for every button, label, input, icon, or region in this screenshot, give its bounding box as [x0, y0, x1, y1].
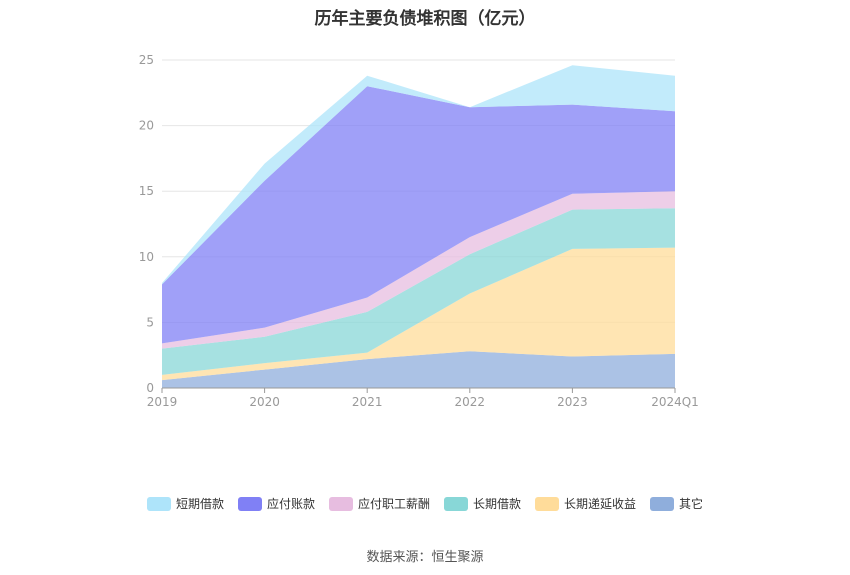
y-tick-label: 25 — [139, 53, 154, 67]
x-tick-label: 2024Q1 — [651, 395, 699, 409]
legend-label: 长期借款 — [473, 497, 522, 511]
chart-title: 历年主要负债堆积图（亿元） — [314, 9, 536, 29]
legend-swatch — [650, 496, 675, 511]
area-series-4 — [162, 86, 675, 344]
x-tick-label: 2023 — [557, 395, 588, 409]
area-series-1 — [162, 247, 675, 381]
stacked-area-chart: 0 5 10 15 20 25 2019 2020 2021 2022 2023 2024Q1 — [139, 53, 699, 409]
area-series-3 — [162, 191, 675, 349]
area-series-2 — [162, 208, 675, 375]
legend-item[interactable]: 其它 — [650, 495, 703, 512]
y-tick-label: 15 — [139, 184, 154, 198]
x-tick-label: 2020 — [249, 395, 280, 409]
y-tick-label: 10 — [139, 250, 154, 264]
area-layer — [162, 65, 675, 388]
y-tick-label: 0 — [146, 381, 154, 395]
x-tick-label: 2019 — [147, 395, 178, 409]
legend-swatch — [535, 496, 560, 511]
legend-item[interactable]: 应付账款 — [237, 495, 315, 512]
axis-layer: 0 5 10 15 20 25 2019 2020 2021 2022 2023 2024Q1 — [139, 53, 699, 409]
legend-swatch — [444, 496, 468, 511]
legend-item[interactable]: 短期借款 — [146, 495, 224, 512]
source-note: 数据来源：恒生聚源 — [366, 550, 484, 565]
legend-label: 应付账款 — [266, 497, 315, 511]
area-series-0 — [162, 351, 675, 388]
legend-label: 其它 — [679, 497, 704, 511]
x-tick-label: 2022 — [455, 395, 486, 409]
legend-item[interactable]: 应付职工薪酬 — [328, 495, 430, 512]
legend-label: 长期递延收益 — [564, 497, 637, 511]
y-tick-label: 5 — [146, 315, 154, 329]
legend-swatch — [146, 496, 171, 511]
legend-swatch — [328, 496, 353, 511]
legend-item[interactable]: 长期借款 — [444, 495, 521, 512]
legend-swatch — [237, 496, 262, 511]
legend-label: 应付职工薪酬 — [357, 497, 430, 511]
y-tick-label: 20 — [139, 119, 154, 133]
legend-item[interactable]: 长期递延收益 — [535, 495, 636, 512]
legend-label: 短期借款 — [175, 497, 224, 511]
area-series-5 — [162, 65, 675, 285]
legend: 短期借款 应付账款 应付职工薪酬 长期借款 长期递延收益 其它 — [0, 495, 850, 512]
x-tick-label: 2021 — [352, 395, 383, 409]
